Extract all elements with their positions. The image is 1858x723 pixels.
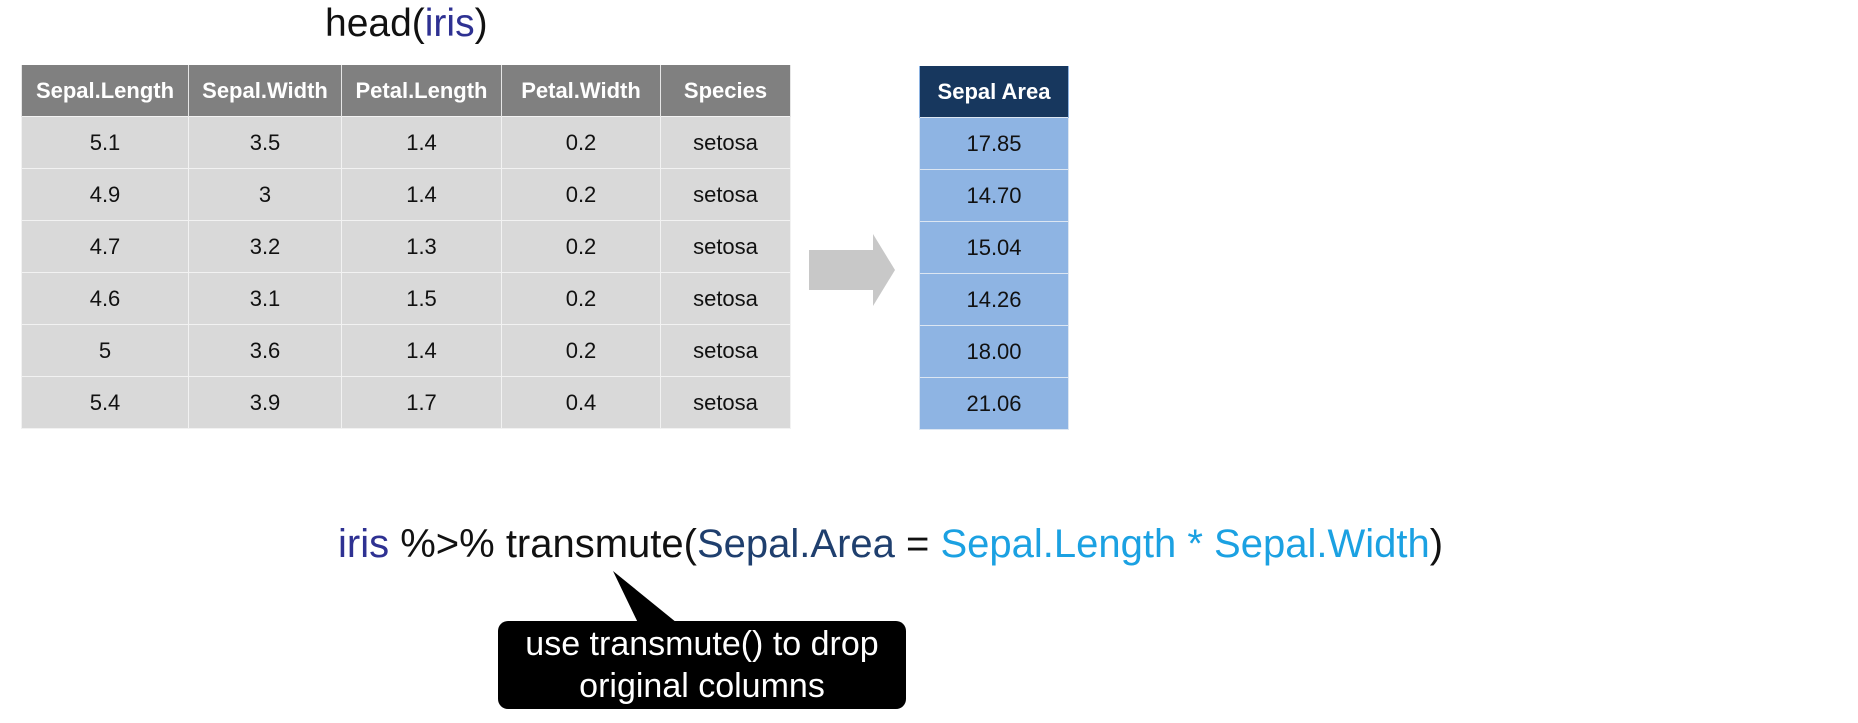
table-cell: 1.4 <box>341 324 502 377</box>
table-row: 5 3.6 1.4 0.2 setosa <box>21 324 791 377</box>
table-cell: 3 <box>188 168 342 221</box>
code-expression-value: Sepal.Length * Sepal.Width <box>940 522 1430 566</box>
title-close-paren: ) <box>474 2 488 45</box>
table-cell: 18.00 <box>919 325 1069 378</box>
table-cell: 1.4 <box>341 168 502 221</box>
column-header: Petal.Width <box>501 65 661 117</box>
table-cell: 0.2 <box>501 220 661 273</box>
callout-line-1: use transmute() to drop <box>525 625 879 663</box>
callout-pointer <box>613 571 682 627</box>
table-cell: 4.7 <box>21 220 189 273</box>
right-arrow-icon <box>809 234 895 306</box>
table-row: 5.1 3.5 1.4 0.2 setosa <box>21 116 791 169</box>
table-cell: 1.7 <box>341 376 502 429</box>
table-cell: 5.4 <box>21 376 189 429</box>
callout-line-2: original columns <box>579 667 825 705</box>
table-cell: 15.04 <box>919 221 1069 274</box>
table-row: 5.4 3.9 1.7 0.4 setosa <box>21 376 791 429</box>
table-cell: setosa <box>660 272 791 325</box>
column-header: Petal.Length <box>341 65 502 117</box>
table-cell: 0.2 <box>501 272 661 325</box>
table-row: 4.7 3.2 1.3 0.2 setosa <box>21 220 791 273</box>
table-row: 14.26 <box>919 273 1069 326</box>
table-row: 17.85 <box>919 117 1069 170</box>
table-cell: setosa <box>660 376 791 429</box>
table-row: 4.9 3 1.4 0.2 setosa <box>21 168 791 221</box>
table-cell: 3.9 <box>188 376 342 429</box>
table-cell: 0.2 <box>501 168 661 221</box>
table-cell: 4.9 <box>21 168 189 221</box>
sepal-area-table: Sepal Area 17.85 14.70 15.04 14.26 18.00… <box>919 66 1069 430</box>
table-cell: 1.3 <box>341 220 502 273</box>
code-data: iris <box>338 522 390 566</box>
code-pipe: %>% transmute( <box>389 522 697 566</box>
table-row: 21.06 <box>919 377 1069 430</box>
column-header: Sepal.Width <box>188 65 342 117</box>
page-title: head(iris) <box>325 2 488 46</box>
column-header: Sepal Area <box>919 66 1069 118</box>
table-cell: setosa <box>660 168 791 221</box>
table-cell: 17.85 <box>919 117 1069 170</box>
code-close-paren: ) <box>1429 522 1444 566</box>
code-equals: = <box>894 522 941 566</box>
table-row: 4.6 3.1 1.5 0.2 setosa <box>21 272 791 325</box>
table-cell: 1.4 <box>341 116 502 169</box>
table-row: 15.04 <box>919 221 1069 274</box>
table-cell: 4.6 <box>21 272 189 325</box>
code-expression: iris %>% transmute(Sepal.Area = Sepal.Le… <box>338 522 1443 567</box>
table-row: 14.70 <box>919 169 1069 222</box>
table-cell: 3.1 <box>188 272 342 325</box>
table-cell: 5.1 <box>21 116 189 169</box>
table-cell: setosa <box>660 220 791 273</box>
title-function: head( <box>325 2 425 45</box>
table-cell: 1.5 <box>341 272 502 325</box>
table-cell: 0.2 <box>501 116 661 169</box>
table-cell: 5 <box>21 324 189 377</box>
table-cell: setosa <box>660 116 791 169</box>
column-header: Species <box>660 65 791 117</box>
table-cell: setosa <box>660 324 791 377</box>
table-cell: 3.2 <box>188 220 342 273</box>
title-argument: iris <box>424 2 475 45</box>
table-header-row: Sepal.Length Sepal.Width Petal.Length Pe… <box>21 65 791 117</box>
callout-box: use transmute() to drop original columns <box>498 621 906 709</box>
table-cell: 14.26 <box>919 273 1069 326</box>
table-cell: 0.2 <box>501 324 661 377</box>
table-cell: 3.5 <box>188 116 342 169</box>
table-header-row: Sepal Area <box>919 66 1069 118</box>
table-cell: 21.06 <box>919 377 1069 430</box>
table-row: 18.00 <box>919 325 1069 378</box>
code-new-column: Sepal.Area <box>696 522 895 566</box>
table-cell: 14.70 <box>919 169 1069 222</box>
table-cell: 3.6 <box>188 324 342 377</box>
iris-table: Sepal.Length Sepal.Width Petal.Length Pe… <box>21 65 791 429</box>
column-header: Sepal.Length <box>21 65 189 117</box>
table-cell: 0.4 <box>501 376 661 429</box>
